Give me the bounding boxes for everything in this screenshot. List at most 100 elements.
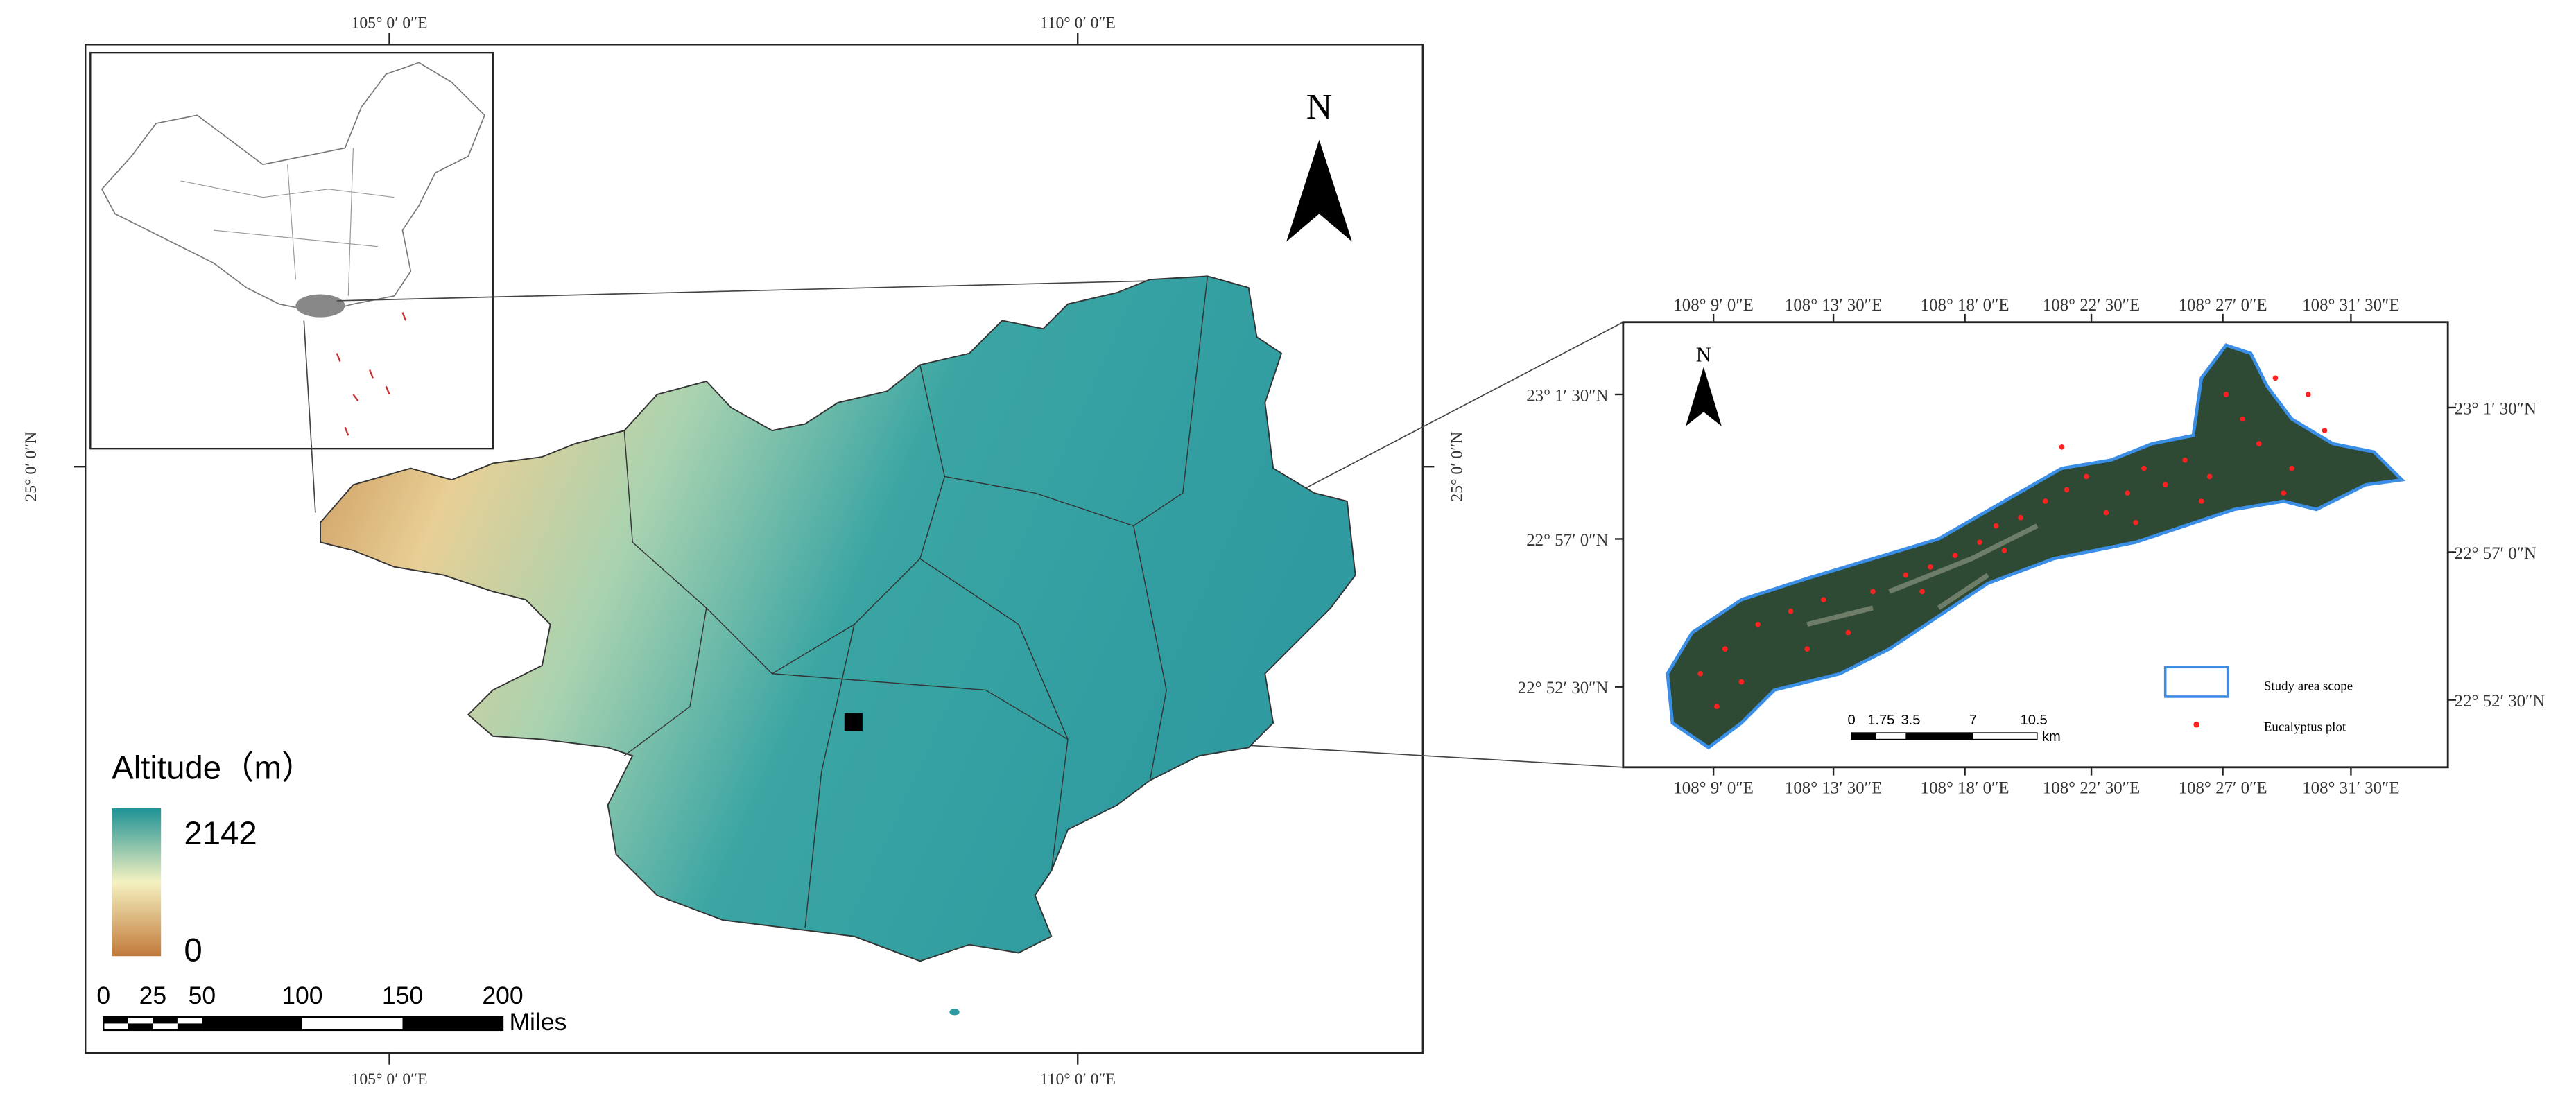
legend-label: Study area scope (2264, 679, 2353, 693)
scale-label: 25 (139, 982, 167, 1009)
plot (2103, 510, 2109, 516)
lon-label: 105° 0′ 0″E (351, 15, 427, 33)
plot (2018, 514, 2023, 521)
plot (2182, 457, 2188, 463)
lat-label: 22° 57′ 0″N (1526, 531, 1608, 550)
plot (2223, 392, 2229, 397)
scale-label: 200 (482, 982, 523, 1009)
lon-label: 108° 27′ 0″E (2179, 296, 2267, 315)
scale-label: 10.5 (2021, 713, 2048, 728)
lon-label: 108° 31′ 30″E (2302, 779, 2399, 798)
plot (1722, 646, 1728, 652)
islands (336, 312, 407, 436)
plot (2199, 498, 2204, 504)
scale-label: 3.5 (1901, 713, 1920, 728)
study-area-marker (844, 713, 863, 731)
plot (2272, 375, 2279, 381)
lat-label: 23° 1′ 30″N (2455, 399, 2536, 418)
lat-label: 22° 57′ 0″N (2455, 544, 2536, 563)
legend-title: Altitude（m） (112, 749, 314, 786)
inset-ticks: 108° 9′ 0″E 108° 13′ 30″E 108° 18′ 0″E 108°… (1518, 296, 2545, 798)
scale-label: 150 (382, 982, 423, 1009)
china-outline (101, 62, 485, 313)
plot (2306, 392, 2311, 397)
plot (2064, 487, 2070, 493)
scale-label: 7 (1969, 713, 1977, 728)
lon-label: 108° 18′ 0″E (1921, 779, 2009, 798)
lon-label: 108° 13′ 30″E (1785, 296, 1882, 315)
lon-label: 108° 9′ 0″E (1673, 296, 1754, 315)
connector (336, 279, 1208, 302)
plot (1977, 539, 1982, 545)
eucalyptus-plots (1697, 375, 2328, 709)
lon-label: 110° 0′ 0″E (1040, 15, 1116, 33)
province-lines (180, 148, 395, 296)
lon-label: 108° 31′ 30″E (2302, 296, 2399, 315)
lon-label: 108° 9′ 0″E (1673, 779, 1754, 798)
plot (2322, 428, 2328, 433)
plot (1903, 572, 1909, 578)
scale-unit: Miles (509, 1008, 567, 1036)
scale-label: 1.75 (1867, 713, 1894, 728)
plot (2240, 416, 2245, 422)
plot (2206, 473, 2213, 480)
north-arrow (1286, 139, 1352, 242)
plot (2084, 473, 2089, 480)
scale-bar (103, 1016, 504, 1032)
plot (1919, 589, 1925, 595)
plot (1952, 553, 1958, 558)
lon-label: 108° 18′ 0″E (1921, 296, 2009, 315)
lat-label: 22° 52′ 30″N (1518, 679, 1609, 697)
scale-label: 100 (282, 982, 322, 1009)
north-label: N (1696, 343, 1711, 367)
legend-min: 0 (184, 932, 202, 968)
lat-label: 25° 0′ 0″N (22, 432, 40, 502)
plot (1870, 589, 1876, 595)
plot (2162, 482, 2168, 488)
plot (1697, 670, 1703, 677)
plot (2289, 465, 2294, 471)
scale-unit: km (2042, 729, 2061, 745)
plot (1821, 597, 1826, 602)
guangxi-highlight (295, 294, 345, 318)
plot (1738, 679, 1745, 685)
plot (1804, 646, 1810, 652)
legend-max: 2142 (184, 815, 257, 852)
plot (2281, 490, 2287, 496)
legend-label: Eucalyptus plot (2264, 720, 2346, 735)
plot (1928, 564, 1933, 570)
north-arrow (1685, 367, 1722, 426)
county-borders (623, 276, 1209, 929)
guangxi-dem (320, 275, 1356, 962)
lat-label: 22° 52′ 30″N (2455, 692, 2545, 711)
lon-label: 108° 22′ 30″E (2043, 779, 2140, 798)
study-area (1666, 343, 2405, 750)
scale-label: 0 (96, 982, 110, 1009)
legend-swatch (2163, 666, 2229, 698)
plot (1993, 523, 1999, 529)
plot (2256, 441, 2262, 446)
plot (2133, 519, 2138, 525)
lat-label: 25° 0′ 0″N (1449, 432, 1467, 502)
connector (303, 320, 316, 513)
scale-label: 50 (189, 982, 216, 1009)
plot (2042, 498, 2048, 504)
lon-label: 108° 13′ 30″E (1785, 779, 1882, 798)
plot (2059, 444, 2065, 450)
plot (1788, 608, 1794, 614)
lon-label: 110° 0′ 0″E (1040, 1070, 1116, 1088)
scale-label: 0 (1848, 713, 1856, 728)
island (949, 1009, 960, 1016)
legend-swatch (2193, 721, 2199, 728)
plot (2001, 548, 2007, 553)
inset-scale-bar (1851, 732, 2038, 740)
lon-label: 108° 22′ 30″E (2043, 296, 2140, 315)
lon-label: 108° 27′ 0″E (2179, 779, 2267, 798)
plot (2141, 465, 2147, 471)
cleared-land (1806, 523, 2039, 627)
plot (2125, 490, 2130, 496)
north-label: N (1306, 87, 1333, 127)
lat-label: 23° 1′ 30″N (1526, 386, 1608, 405)
